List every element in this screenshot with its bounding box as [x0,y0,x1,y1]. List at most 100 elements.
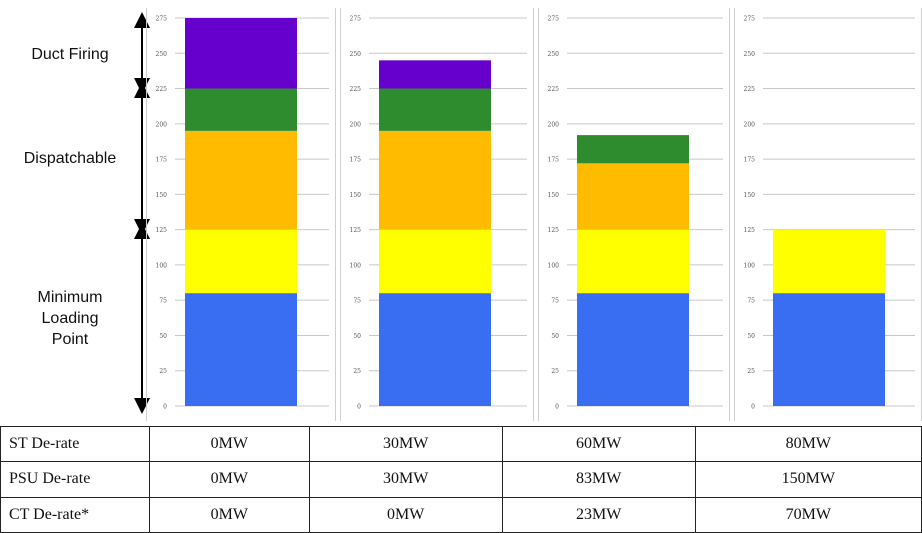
table-cell: 30MW [308,461,503,498]
y-tick-label: 0 [163,404,167,411]
bar-segment-blue [185,293,297,406]
table-cell: 0MW [149,496,310,533]
bar-segment-yellow [185,229,297,294]
y-tick-label: 150 [548,192,560,199]
y-tick-label: 250 [548,51,560,58]
table-cell: 60MW [501,425,696,463]
table-cell: 83MW [501,461,696,498]
y-tick-label: 250 [156,51,168,58]
y-tick-label: 150 [744,192,756,199]
y-tick-label: 150 [350,192,362,199]
y-tick-label: 100 [156,262,168,269]
bar-segment-green [185,88,297,131]
bar-segment-orange [379,130,491,230]
y-tick-label: 250 [350,51,362,58]
stacked-bar-chart-4: 0 25 50 75 100 125 150 175 200 225 250 275 [744,16,915,411]
bar-segment-orange [577,163,689,230]
y-tick-label: 25 [353,368,361,375]
stacked-bar-chart-2: 0 25 50 75 100 125 150 175 200 225 250 275 [350,16,527,411]
y-tick-label: 100 [548,262,560,269]
y-tick-label: 125 [350,227,362,234]
y-tick-label: 100 [350,262,362,269]
bar-segment-green [577,135,689,164]
bar-segment-yellow [773,229,885,294]
y-tick-label: 0 [357,404,361,411]
bar-segment-green [379,88,491,131]
y-tick-label: 0 [555,404,559,411]
y-tick-label: 50 [159,333,167,340]
chart-panel-1: 0 25 50 75 100 125 150 175 200 225 250 275 [146,8,336,421]
minimum-loading-point-line-2: Loading [41,310,99,327]
y-tick-label: 275 [744,16,756,23]
minimum-loading-point-line-3: Point [51,331,89,348]
y-tick-label: 275 [548,16,560,23]
row-label: CT De-rate* [0,496,150,533]
bar-segment-purple [185,18,297,89]
derate-table: ST De-rate 0MW 30MW 60MW 80MW PSU De-rat… [0,425,922,533]
bar-segment-yellow [577,229,689,294]
y-tick-label: 100 [744,262,756,269]
bar-segment-orange [185,130,297,230]
table-cell: 150MW [694,461,922,498]
table-cell: 23MW [501,496,696,533]
range-arrows [134,12,150,414]
table-cell: 0MW [149,425,310,463]
y-tick-label: 250 [744,51,756,58]
range-labels: Duct Firing Dispatchable Minimum Loading… [0,0,150,425]
row-label: ST De-rate [0,425,150,463]
stacked-bar-chart-3: 0 25 50 75 100 125 150 175 200 225 250 275 [548,16,723,411]
y-tick-label: 175 [548,157,560,164]
y-tick-label: 125 [548,227,560,234]
y-tick-label: 75 [353,298,361,305]
y-tick-label: 225 [744,86,756,93]
table-cell: 30MW [308,425,503,463]
y-tick-label: 200 [156,121,168,128]
y-tick-label: 50 [353,333,361,340]
y-tick-label: 0 [751,404,755,411]
y-tick-label: 150 [156,192,168,199]
table-cell: 0MW [149,461,310,498]
bar-segment-blue [577,293,689,406]
y-tick-label: 25 [747,368,755,375]
dispatchable-label: Dispatchable [23,150,117,167]
duct-firing-label: Duct Firing [31,46,109,63]
bar-segment-blue [379,293,491,406]
table-row: ST De-rate 0MW 30MW 60MW 80MW [0,425,922,463]
table-cell: 0MW [308,496,503,533]
y-tick-label: 75 [551,298,559,305]
y-tick-label: 200 [548,121,560,128]
y-tick-label: 25 [551,368,559,375]
chart-panel-2: 0 25 50 75 100 125 150 175 200 225 250 275 [340,8,534,421]
bar-segment-purple [379,60,491,89]
y-tick-label: 50 [551,333,559,340]
table-row: CT De-rate* 0MW 0MW 23MW 70MW [0,496,922,533]
y-tick-label: 75 [747,298,755,305]
chart-panel-4: 0 25 50 75 100 125 150 175 200 225 250 275 [734,8,922,421]
y-tick-label: 200 [350,121,362,128]
minimum-loading-point-label: Minimum Loading Point [0,287,140,350]
y-tick-label: 125 [156,227,168,234]
y-tick-label: 175 [350,157,362,164]
table-cell: 70MW [694,496,922,533]
y-tick-label: 275 [156,16,168,23]
y-tick-label: 225 [156,86,168,93]
stacked-bar-chart-1: 0 25 50 75 100 125 150 175 200 225 250 275 [156,16,329,411]
table-row: PSU De-rate 0MW 30MW 83MW 150MW [0,461,922,498]
y-tick-label: 125 [744,227,756,234]
bar-segment-yellow [379,229,491,294]
y-tick-label: 175 [744,157,756,164]
y-tick-label: 275 [350,16,362,23]
table-cell: 80MW [694,425,922,463]
minimum-loading-point-line-1: Minimum [37,289,103,306]
y-tick-label: 200 [744,121,756,128]
y-tick-label: 25 [159,368,167,375]
y-tick-label: 225 [350,86,362,93]
row-label: PSU De-rate [0,461,150,498]
y-tick-label: 175 [156,157,168,164]
chart-panel-3: 0 25 50 75 100 125 150 175 200 225 250 275 [538,8,730,421]
y-tick-label: 50 [747,333,755,340]
y-tick-label: 75 [159,298,167,305]
bar-segment-blue [773,293,885,406]
y-tick-label: 225 [548,86,560,93]
